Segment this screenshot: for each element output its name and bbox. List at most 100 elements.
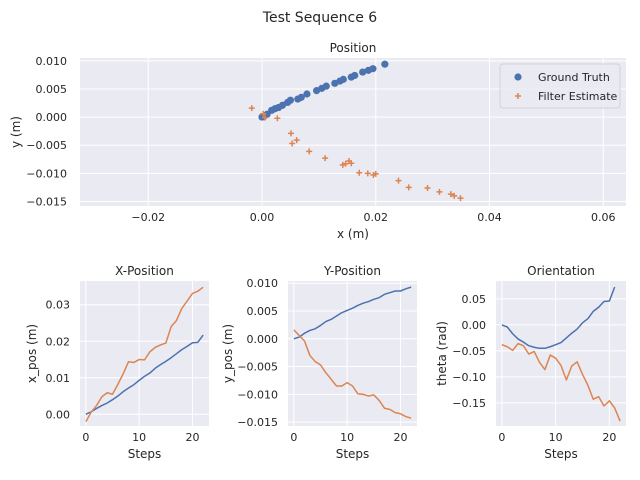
position-x-tick-label: 0.04 [477,211,502,224]
position-point-filter-estimate [457,195,464,202]
position-point-filter-estimate [451,192,458,199]
legend-label-ground-truth: Ground Truth [538,71,610,84]
x-position-x-tick-label: 0 [82,431,89,444]
position-y-tick-label: −0.015 [26,195,67,208]
position-point-filter-estimate [261,114,268,121]
orientation-y-tick-label: 0.00 [462,319,487,332]
x-position-plot-area [80,281,209,426]
position-point-filter-estimate [405,184,412,191]
position-point-filter-estimate [348,160,355,167]
orientation-title: Orientation [527,264,595,278]
orientation-line-filter-estimate [501,342,621,422]
x-position-chart: 0 10 20 0.00 0.01 0.02 0.03 X-Position Steps x_po… [25,264,209,461]
position-point-filter-estimate [424,184,431,191]
position-y-tick-label: 0.000 [36,111,68,124]
y-position-chart: 0 10 20 −0.015 −0.010 −0.005 0.000 0.005 0.010 Y-… [221,264,417,461]
y-position-x-tick-label: 20 [393,431,407,444]
position-point-ground-truth [297,93,305,101]
y-position-y-tick-label: −0.005 [237,361,278,374]
position-point-filter-estimate [339,161,346,168]
position-point-ground-truth [322,82,330,90]
orientation-y-tick-label: −0.15 [452,397,486,410]
position-point-ground-truth [351,71,359,80]
position-point-filter-estimate [274,115,281,122]
position-y-tick-label: −0.010 [26,167,67,180]
y-position-y-tick-label: −0.015 [237,416,278,429]
orientation-x-tick-label: 20 [602,431,616,444]
legend-marker-filter-estimate [515,93,521,99]
position-point-filter-estimate [306,148,313,155]
position-point-filter-estimate [364,170,371,177]
orientation-y-tick-label: −0.05 [452,345,486,358]
position-point-filter-estimate [395,177,402,184]
x-position-x-axis-label: Steps [128,447,162,461]
y-position-y-tick-label: 0.010 [247,277,279,290]
position-point-filter-estimate [342,160,349,167]
position-point-filter-estimate [288,130,295,137]
position-chart: −0.02 0.00 0.02 0.04 0.06 −0.015 −0.010 −0.005 0… [9,41,626,241]
position-point-filter-estimate [356,169,363,176]
y-position-y-tick-label: 0.005 [247,305,279,318]
position-point-filter-estimate [289,140,296,147]
position-title: Position [330,41,377,55]
position-y-tick-label: −0.005 [26,139,67,152]
position-point-filter-estimate [322,155,329,162]
position-point-filter-estimate [293,137,300,144]
x-position-line-ground-truth [85,334,204,415]
y-position-plot-area [288,281,417,426]
orientation-x-tick-label: 0 [498,431,505,444]
orientation-marks [501,286,621,422]
x-position-y-tick-label: 0.03 [46,299,71,312]
x-position-y-tick-label: 0.01 [46,372,71,385]
position-x-tick-label: −0.02 [131,211,165,224]
position-point-ground-truth [339,75,347,83]
y-position-line-ground-truth [293,286,412,340]
y-position-y-tick-label: −0.010 [237,388,278,401]
y-position-line-filter-estimate [293,329,412,419]
y-position-title: Y-Position [323,264,381,278]
legend-frame [499,63,621,109]
position-x-tick-label: 0.02 [364,211,389,224]
orientation-y-tick-label: −0.10 [452,371,486,384]
orientation-line-ground-truth [501,286,616,350]
orientation-x-tick-label: 10 [549,431,563,444]
figure-title: Test Sequence 6 [262,10,378,26]
position-legend: Ground Truth Filter Estimate [499,63,621,109]
legend-label-filter-estimate: Filter Estimate [538,90,618,103]
x-position-marks [85,286,204,422]
position-y-tick-label: 0.010 [36,55,68,68]
position-point-ground-truth [381,60,389,68]
orientation-x-axis-label: Steps [544,447,578,461]
y-position-x-tick-label: 0 [290,431,297,444]
y-position-marks [293,286,412,419]
orientation-plot-area [496,281,626,426]
position-point-ground-truth [303,90,311,98]
position-x-tick-label: 0.00 [250,211,275,224]
position-point-filter-estimate [248,105,255,112]
position-x-tick-label: 0.06 [591,211,616,224]
y-position-y-axis-label: y_pos (m) [221,324,235,383]
x-position-y-tick-label: 0.02 [46,335,71,348]
x-position-line-filter-estimate [85,286,204,422]
position-point-filter-estimate [260,110,267,117]
orientation-chart: 0 10 20 −0.15 −0.10 −0.05 0.00 0.05 Orientation S… [435,264,626,461]
position-point-ground-truth [286,96,295,104]
x-position-y-axis-label: x_pos (m) [25,324,39,383]
y-position-x-axis-label: Steps [336,447,370,461]
position-point-ground-truth [369,65,377,73]
orientation-y-tick-label: 0.05 [462,293,487,306]
x-position-title: X-Position [115,264,174,278]
orientation-y-axis-label: theta (rad) [435,321,449,386]
position-y-tick-label: 0.005 [36,83,68,96]
position-point-filter-estimate [372,170,379,177]
x-position-y-tick-label: 0.00 [46,408,71,421]
x-position-x-tick-label: 20 [185,431,199,444]
position-point-ground-truth [359,68,367,76]
position-x-axis-label: x (m) [337,227,369,241]
position-point-filter-estimate [436,188,443,195]
position-y-axis-label: y (m) [9,116,23,148]
position-point-filter-estimate [447,191,454,198]
position-marks [248,60,464,202]
charts-layer: −0.02 0.00 0.02 0.04 0.06 −0.015 −0.010 −0.005 0… [9,41,626,461]
